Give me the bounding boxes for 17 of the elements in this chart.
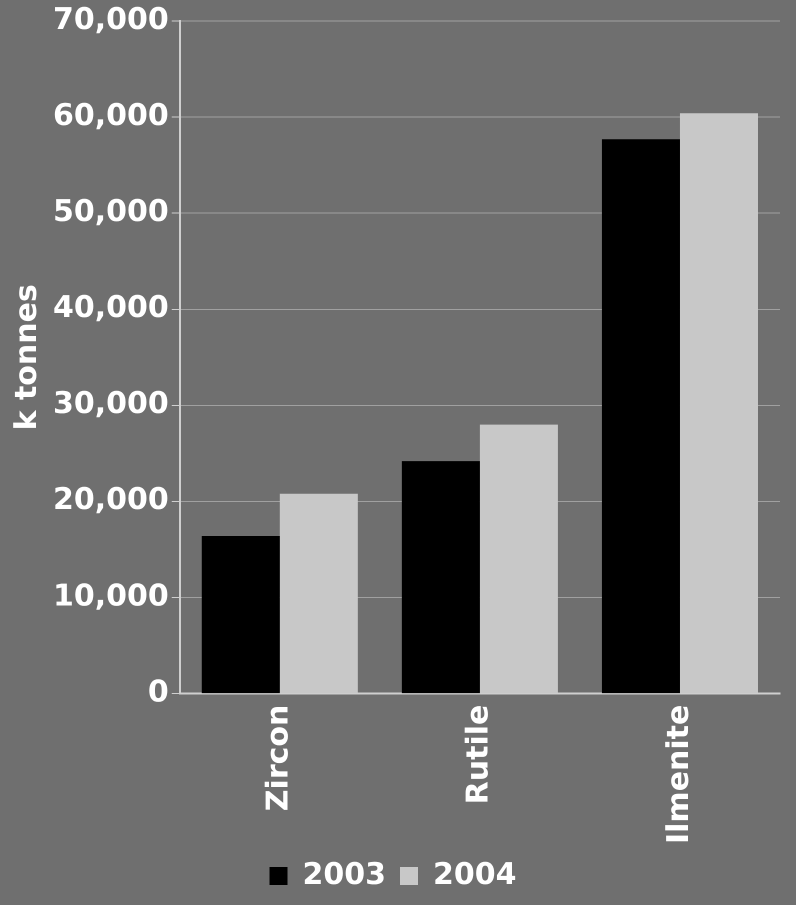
x-tick-label: Zircon [260, 704, 296, 812]
y-axis-title: k tonnes [8, 284, 44, 430]
y-tick-label: 50,000 [52, 194, 169, 229]
legend-label: 2003 [302, 856, 386, 892]
y-tick-label: 10,000 [52, 578, 169, 614]
x-tick-label: Rutile [460, 704, 496, 804]
bar [402, 461, 480, 694]
bar [602, 139, 680, 694]
y-tick-label: 20,000 [52, 482, 169, 518]
x-tick-label: Ilmenite [660, 704, 696, 844]
y-tick-label: 30,000 [52, 386, 169, 422]
bar [202, 536, 280, 694]
y-tick-label: 0 [148, 674, 169, 710]
y-tick-label: 60,000 [52, 98, 169, 133]
y-tick-label: 40,000 [52, 290, 169, 326]
legend-label: 2004 [433, 856, 516, 892]
y-tick-label: 70,000 [52, 2, 169, 37]
